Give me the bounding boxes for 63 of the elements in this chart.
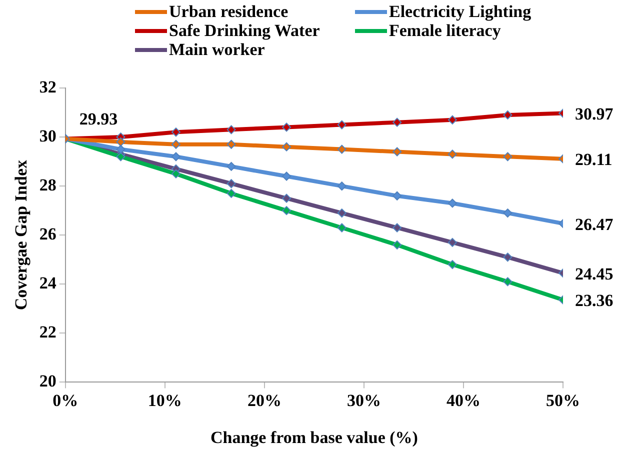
point bbox=[282, 172, 292, 181]
x-tick-label: 10% bbox=[148, 390, 182, 410]
x-tick-label: 20% bbox=[247, 390, 282, 410]
data-label: 29.11 bbox=[575, 150, 612, 170]
point bbox=[337, 182, 346, 191]
point bbox=[448, 238, 457, 247]
point bbox=[282, 194, 292, 203]
point bbox=[392, 223, 402, 232]
point bbox=[282, 142, 292, 152]
point bbox=[226, 179, 236, 188]
point bbox=[503, 208, 512, 218]
point bbox=[116, 152, 126, 162]
x-tick-label: 30% bbox=[346, 390, 381, 410]
point bbox=[337, 223, 346, 232]
point bbox=[503, 110, 512, 120]
point bbox=[503, 277, 512, 286]
point bbox=[392, 118, 402, 127]
legend-label: Urban residence bbox=[169, 2, 288, 21]
y-tick-label: 32 bbox=[39, 77, 56, 96]
y-tick-label: 26 bbox=[39, 224, 56, 244]
data-label: 24.45 bbox=[575, 264, 614, 284]
y-tick-label: 28 bbox=[39, 175, 56, 194]
point bbox=[226, 125, 236, 134]
point bbox=[226, 188, 236, 198]
point bbox=[337, 208, 346, 218]
y-axis-title: Covergae Gap Index bbox=[12, 160, 31, 310]
point bbox=[337, 120, 346, 130]
point bbox=[392, 147, 402, 156]
data-label: 29.93 bbox=[79, 110, 118, 129]
point bbox=[226, 162, 236, 171]
point bbox=[448, 150, 457, 159]
point bbox=[392, 191, 402, 200]
y-tick-label: 22 bbox=[39, 322, 56, 342]
data-label: 26.47 bbox=[575, 214, 614, 234]
data-label: 23.36 bbox=[575, 291, 614, 310]
x-tick-label: 50% bbox=[546, 390, 580, 410]
point bbox=[171, 128, 180, 137]
data-label: 30.97 bbox=[575, 104, 614, 124]
point bbox=[226, 140, 236, 149]
point bbox=[503, 152, 512, 162]
y-tick-label: 20 bbox=[39, 372, 56, 391]
point bbox=[282, 122, 292, 132]
point bbox=[503, 252, 512, 262]
point bbox=[171, 140, 180, 149]
point bbox=[448, 198, 457, 208]
y-tick-label: 24 bbox=[39, 274, 57, 293]
y-tick-label: 30 bbox=[39, 126, 56, 146]
legend-label: Electricity Lighting bbox=[389, 2, 532, 21]
point bbox=[171, 152, 180, 162]
point bbox=[116, 137, 126, 146]
point bbox=[116, 144, 126, 154]
point bbox=[171, 169, 180, 178]
x-axis-title: Change from base value (%) bbox=[210, 428, 418, 448]
point bbox=[448, 260, 457, 270]
x-tick-label: 40% bbox=[446, 390, 480, 410]
point bbox=[337, 144, 346, 154]
legend-label: Female literacy bbox=[389, 21, 501, 40]
legend-label: Safe Drinking Water bbox=[169, 21, 320, 40]
point bbox=[448, 115, 457, 124]
point bbox=[392, 240, 402, 250]
legend-label: Main worker bbox=[169, 40, 265, 59]
point bbox=[282, 206, 292, 216]
x-tick-label: 0% bbox=[52, 390, 78, 410]
